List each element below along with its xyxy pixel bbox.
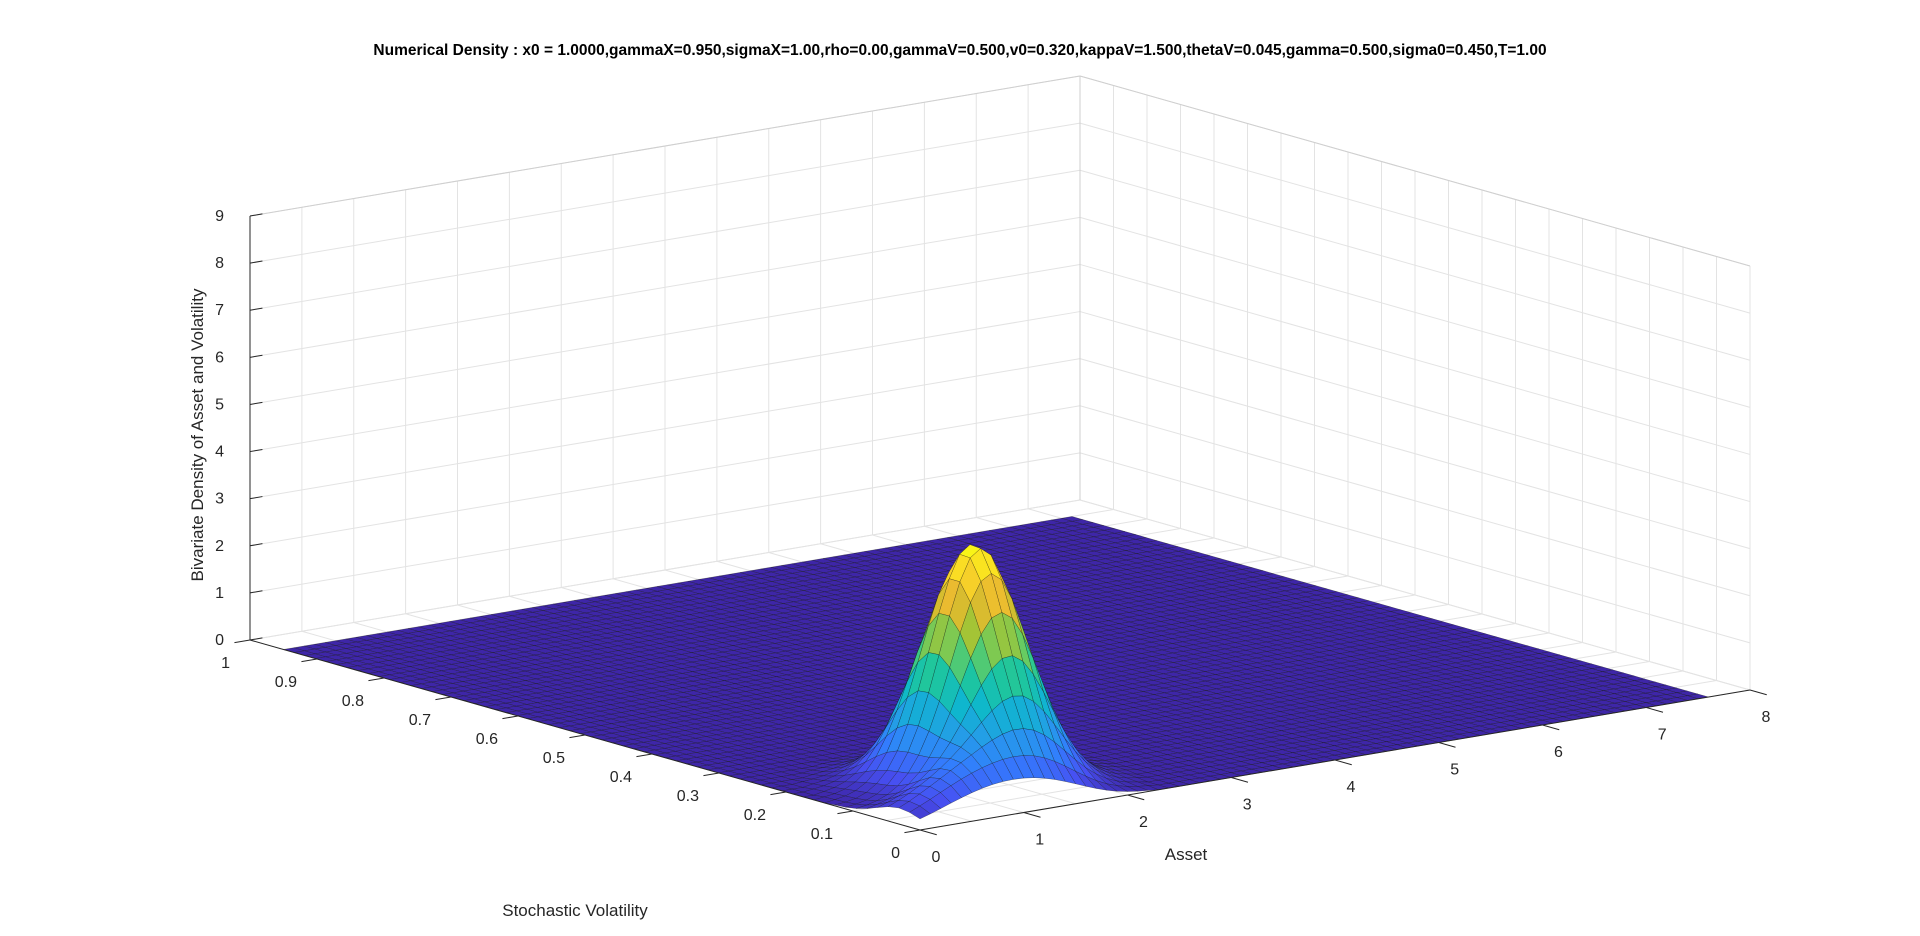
y-axis-title: Stochastic Volatility bbox=[502, 901, 648, 920]
y-tick bbox=[636, 753, 653, 758]
y-tick bbox=[502, 715, 519, 720]
x-tick-label: 1 bbox=[1035, 832, 1044, 849]
x-tick bbox=[1023, 812, 1041, 818]
z-tick bbox=[249, 307, 263, 311]
grid-line bbox=[249, 405, 1081, 547]
grid-line bbox=[1079, 169, 1751, 361]
grid-line bbox=[249, 358, 1081, 500]
z-tick bbox=[249, 448, 263, 453]
y-tick bbox=[234, 639, 251, 644]
y-tick bbox=[904, 829, 921, 834]
z-tick bbox=[249, 401, 263, 405]
axes: 0 1 2 3 4 5 6 7 8 0 0.1 0.2 0.3 0.4 0.5 0.6 0.7 0.8 0.9 1 0 1… bbox=[188, 208, 1771, 920]
grid-line bbox=[1079, 358, 1751, 550]
grid-line bbox=[1079, 263, 1751, 455]
x-tick-label: 0 bbox=[932, 849, 941, 866]
grid-line bbox=[249, 452, 1081, 594]
z-tick-label: 7 bbox=[215, 302, 224, 319]
x-tick-label: 3 bbox=[1243, 797, 1252, 814]
x-tick bbox=[1749, 689, 1767, 696]
z-tick-label: 4 bbox=[215, 444, 224, 461]
z-tick-label: 8 bbox=[215, 255, 224, 272]
y-tick bbox=[368, 677, 385, 682]
density-surface bbox=[283, 516, 1709, 820]
x-tick bbox=[1231, 777, 1249, 783]
y-tick-label: 0.3 bbox=[677, 788, 699, 805]
grid-line bbox=[249, 311, 1081, 453]
y-tick bbox=[569, 734, 586, 739]
z-axis-title: Bivariate Density of Asset and Volatilit… bbox=[188, 288, 207, 581]
x-tick bbox=[1646, 707, 1664, 713]
x-tick bbox=[1542, 724, 1560, 731]
y-tick bbox=[703, 772, 720, 777]
z-tick-label: 2 bbox=[215, 538, 224, 555]
x-tick-label: 2 bbox=[1139, 814, 1148, 831]
y-tick-label: 0.1 bbox=[811, 826, 833, 843]
surface-patch bbox=[909, 805, 931, 820]
z-tick bbox=[249, 496, 263, 500]
grid-line bbox=[1079, 499, 1751, 691]
y-tick bbox=[301, 658, 318, 663]
y-tick-label: 0.4 bbox=[610, 769, 632, 786]
y-tick-label: 1 bbox=[221, 655, 230, 672]
z-tick bbox=[249, 543, 263, 547]
z-tick-label: 0 bbox=[215, 632, 224, 649]
box-edge bbox=[1079, 75, 1751, 267]
z-tick-label: 1 bbox=[215, 585, 224, 602]
x-tick-label: 4 bbox=[1347, 779, 1356, 796]
z-tick-label: 5 bbox=[215, 396, 224, 413]
x-tick bbox=[1334, 759, 1352, 766]
grid-line bbox=[1079, 311, 1751, 503]
chart-title: Numerical Density : x0 = 1.0000,gammaX=0… bbox=[373, 42, 1547, 59]
x-axis-title: Asset bbox=[1165, 845, 1208, 864]
grid-line bbox=[249, 169, 1081, 311]
z-tick-label: 3 bbox=[215, 491, 224, 508]
y-tick bbox=[435, 696, 452, 701]
grid-line bbox=[1079, 122, 1751, 314]
grid-line bbox=[249, 122, 1081, 264]
y-tick-label: 0.7 bbox=[409, 712, 431, 729]
y-tick-label: 0.5 bbox=[543, 750, 565, 767]
x-tick bbox=[919, 829, 937, 836]
grid-line bbox=[1079, 452, 1751, 644]
x-tick-label: 6 bbox=[1554, 744, 1563, 761]
grid-line bbox=[249, 499, 1081, 641]
y-tick bbox=[837, 810, 854, 815]
grid-line bbox=[249, 216, 1081, 358]
grid-line bbox=[1079, 216, 1751, 408]
z-tick bbox=[249, 260, 263, 264]
y-tick-label: 0.2 bbox=[744, 807, 766, 824]
x-tick bbox=[1127, 794, 1145, 801]
z-tick bbox=[249, 354, 263, 358]
y-tick-label: 0.6 bbox=[476, 731, 498, 748]
z-tick-label: 9 bbox=[215, 208, 224, 225]
z-tick bbox=[249, 637, 263, 641]
y-tick-label: 0 bbox=[891, 845, 900, 862]
y-tick-label: 0.9 bbox=[275, 674, 297, 691]
grid-line bbox=[249, 263, 1081, 405]
box-edge bbox=[249, 75, 1081, 217]
x-tick bbox=[1438, 742, 1456, 748]
grid-line bbox=[1079, 405, 1751, 597]
z-tick bbox=[249, 213, 263, 217]
x-tick-label: 7 bbox=[1658, 727, 1667, 744]
x-tick-label: 8 bbox=[1762, 709, 1771, 726]
y-tick-label: 0.8 bbox=[342, 693, 364, 710]
x-tick-label: 5 bbox=[1450, 762, 1459, 779]
z-tick bbox=[249, 590, 263, 594]
y-tick bbox=[770, 791, 787, 796]
z-tick-label: 6 bbox=[215, 349, 224, 366]
